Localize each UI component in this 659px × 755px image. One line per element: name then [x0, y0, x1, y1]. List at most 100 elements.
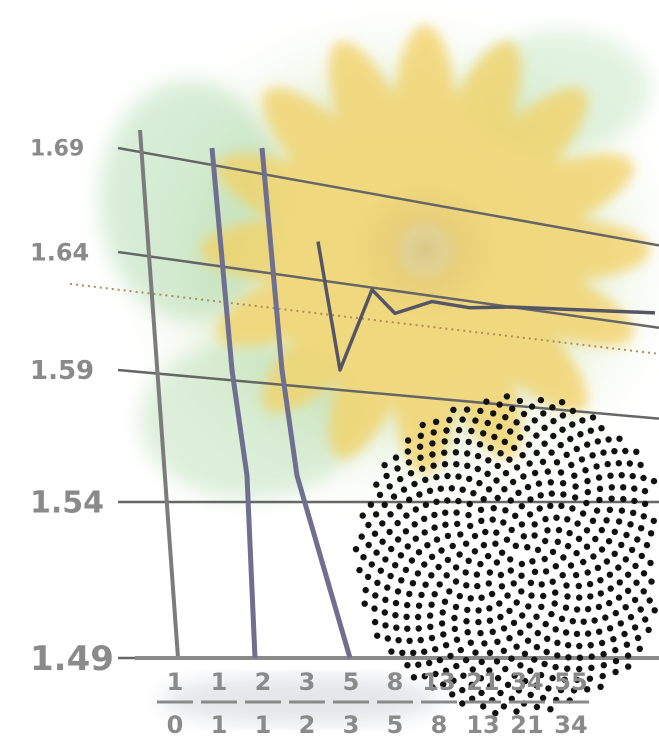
seed-dot	[584, 441, 591, 448]
seed-dot	[606, 599, 613, 607]
seed-dot	[493, 559, 501, 566]
seed-dot	[570, 687, 578, 694]
seed-dot	[410, 649, 417, 656]
seed-dot	[598, 546, 606, 553]
seed-dot	[371, 530, 379, 537]
seed-dot	[459, 686, 466, 694]
seed-dot	[377, 567, 384, 574]
seed-dot	[612, 609, 619, 617]
seed-dot	[406, 637, 413, 644]
seed-dot	[494, 638, 501, 645]
seed-dot	[634, 536, 641, 543]
y-tick-label: 1.54	[30, 486, 104, 521]
seed-dot	[407, 470, 415, 477]
seed-dot	[462, 656, 470, 664]
seed-dot	[513, 464, 521, 471]
seed-dot	[430, 429, 437, 436]
seed-dot	[636, 645, 643, 652]
seed-dot	[565, 642, 572, 649]
seed-dot	[645, 626, 652, 634]
seed-dot	[588, 653, 595, 660]
seed-dot	[394, 519, 401, 527]
seed-dot	[538, 603, 545, 610]
seed-dot	[486, 617, 494, 624]
x-tick-numerator: 5	[343, 668, 360, 696]
seed-dot	[600, 662, 607, 669]
seed-dot	[394, 536, 402, 543]
seed-dot	[611, 448, 618, 455]
seed-dot	[641, 487, 649, 495]
seed-dot	[395, 637, 402, 644]
seed-dot	[467, 595, 474, 602]
seed-dot	[415, 625, 422, 632]
seed-dot	[537, 396, 545, 404]
seed-dot	[524, 637, 532, 644]
seed-dot	[624, 652, 632, 659]
seed-dot	[381, 461, 388, 469]
seed-dot	[446, 588, 453, 595]
seed-dot	[629, 472, 636, 480]
seed-dot	[388, 648, 395, 655]
seed-dot	[623, 531, 630, 539]
seed-dot	[650, 517, 657, 525]
seed-dot	[468, 681, 475, 688]
seed-dot	[548, 449, 555, 456]
seed-dot	[464, 606, 471, 614]
seed-dot	[637, 606, 644, 613]
seed-dot	[382, 596, 389, 603]
seed-dot	[453, 461, 460, 468]
seed-dot	[554, 652, 561, 659]
seed-dot	[612, 668, 619, 676]
seed-dot	[404, 437, 412, 444]
seed-dot	[573, 630, 581, 638]
seed-dot	[584, 477, 591, 485]
x-tick-numerator: 34	[510, 668, 543, 696]
x-tick-fraction: 10	[157, 668, 193, 739]
seed-dot	[521, 677, 529, 685]
seed-dot	[593, 463, 600, 470]
seed-dot	[620, 495, 627, 503]
seed-dot	[533, 643, 541, 651]
seed-dot	[596, 496, 603, 504]
seed-dot	[554, 538, 561, 545]
seed-dot	[624, 587, 632, 594]
seed-dot	[615, 460, 622, 467]
seed-dot	[597, 683, 604, 690]
seed-dot	[417, 432, 424, 439]
seed-dot	[564, 516, 571, 523]
seed-dot	[478, 658, 485, 666]
seed-dot	[387, 572, 394, 580]
seed-dot	[568, 461, 575, 469]
seed-dot	[508, 695, 515, 702]
seed-dot	[599, 672, 606, 680]
seed-dot	[471, 532, 479, 540]
x-tick-denominator: 5	[387, 711, 404, 739]
x-tick-denominator: 8	[431, 711, 448, 739]
seed-dot	[512, 542, 519, 549]
seed-dot	[493, 529, 500, 536]
seed-dot	[615, 564, 622, 571]
seed-dot	[564, 665, 571, 672]
seed-dot	[453, 509, 460, 516]
y-tick-label: 1.59	[30, 356, 94, 386]
seed-dot	[576, 665, 583, 673]
seed-dot	[589, 517, 597, 524]
seed-dot	[607, 585, 614, 592]
seed-dot	[442, 642, 450, 649]
seed-dot	[384, 635, 391, 642]
seed-dot	[502, 507, 509, 514]
seed-dot	[405, 459, 413, 466]
seed-dot	[449, 542, 456, 550]
seed-dot	[409, 580, 417, 587]
seed-dot	[542, 537, 549, 545]
seed-dot	[543, 648, 550, 656]
x-tick-fraction: 21	[245, 668, 281, 739]
seed-dot	[534, 629, 541, 637]
seed-dot	[360, 554, 367, 561]
seed-dot	[477, 560, 484, 568]
seed-dot	[381, 609, 388, 616]
seed-dot	[513, 708, 520, 715]
seed-dot	[393, 624, 400, 631]
seed-dot	[472, 649, 479, 656]
seed-dot	[489, 516, 496, 523]
